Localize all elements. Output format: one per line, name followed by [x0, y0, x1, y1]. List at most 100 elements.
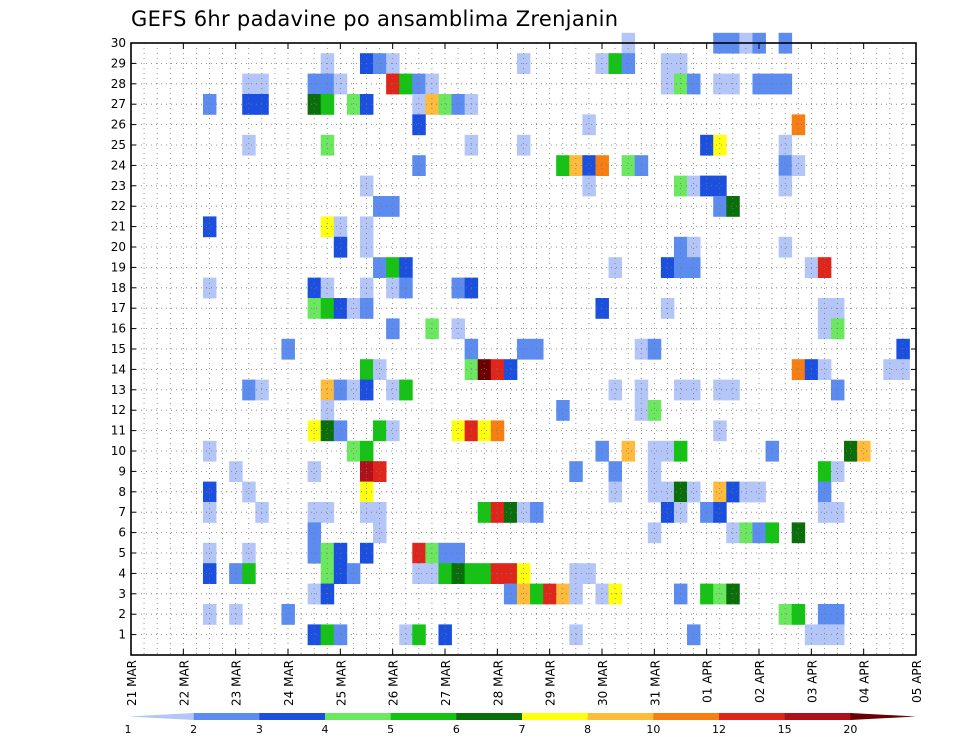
x-tick-label: 23 MAR	[230, 660, 244, 706]
heatmap-cell	[255, 379, 269, 401]
y-tick-label: 30	[111, 36, 126, 50]
y-tick-label: 28	[111, 77, 126, 91]
heatmap-cell	[673, 379, 688, 401]
heatmap-cell	[556, 400, 570, 421]
y-tick-label: 11	[111, 424, 126, 438]
x-tick-label: 31 MAR	[648, 660, 662, 706]
x-tick-label: 02 APR	[753, 660, 767, 703]
heatmap-cell	[844, 440, 858, 462]
heatmap-cell	[373, 359, 387, 380]
y-tick-label: 14	[111, 362, 126, 376]
x-tick-label: 30 MAR	[596, 660, 610, 706]
y-tick-label: 7	[118, 505, 126, 519]
heatmap-cell	[595, 155, 609, 176]
heatmap-cell	[320, 94, 335, 115]
heatmap-cell	[255, 502, 269, 523]
heatmap-cell	[582, 175, 596, 197]
heatmap-cell	[451, 420, 466, 442]
heatmap-cell	[765, 522, 780, 544]
heatmap-cell	[373, 502, 387, 523]
heatmap-cell	[896, 359, 910, 380]
heatmap-cell	[791, 359, 806, 380]
heatmap-cell	[713, 175, 727, 197]
heatmap-cell	[621, 440, 636, 462]
y-tick-label: 26	[111, 118, 126, 132]
heatmap-cell	[752, 481, 766, 503]
heatmap-cell	[647, 400, 662, 421]
y-tick-label: 21	[111, 220, 126, 234]
heatmap-cell	[346, 94, 361, 115]
heatmap-cell	[490, 502, 505, 523]
heatmap-cell	[791, 155, 806, 176]
legend-label: 20	[843, 723, 857, 736]
heatmap-cell	[346, 379, 361, 401]
y-tick-label: 2	[118, 607, 126, 621]
heatmap-cell	[713, 481, 727, 503]
heatmap-cell	[307, 420, 322, 442]
heatmap-cell	[713, 134, 727, 156]
heatmap-cell	[516, 134, 531, 156]
heatmap-cell	[647, 522, 662, 544]
heatmap-cell	[673, 257, 688, 278]
y-tick-label: 8	[118, 485, 126, 499]
y-tick-label: 3	[118, 587, 126, 601]
heatmap-cell	[373, 257, 387, 278]
heatmap-cell	[373, 196, 387, 217]
heatmap-cell	[399, 257, 413, 278]
y-axis: 1234567891011121314151617181920212223242…	[111, 36, 916, 642]
y-tick-label: 23	[111, 179, 126, 193]
x-tick-label: 24 MAR	[282, 660, 296, 706]
legend-label: 7	[519, 723, 526, 736]
heatmap-cell	[386, 379, 400, 401]
heatmap-cell	[320, 400, 335, 421]
y-tick-label: 9	[118, 464, 126, 478]
heatmap-cell	[713, 196, 727, 217]
heatmap-cell	[320, 624, 335, 646]
legend-label: 10	[646, 723, 660, 736]
heatmap-cell	[556, 155, 570, 176]
legend-swatch	[653, 713, 720, 720]
legend-swatch	[325, 713, 391, 720]
heatmap-cell	[320, 420, 335, 442]
heatmap-cell	[817, 624, 832, 646]
heatmap-cell	[373, 461, 387, 482]
heatmap-cell	[883, 359, 897, 380]
heatmap-cell	[608, 257, 623, 278]
y-tick-label: 13	[111, 383, 126, 397]
y-tick-label: 16	[111, 322, 126, 336]
heatmap-cell	[425, 94, 439, 115]
legend-label: 4	[322, 723, 329, 736]
y-tick-label: 4	[118, 566, 126, 580]
x-tick-label: 25 MAR	[334, 660, 348, 706]
x-tick-label: 21 MAR	[125, 660, 139, 706]
heatmap-cell	[490, 359, 505, 380]
heatmap-cell	[830, 502, 845, 523]
heatmap-cell	[713, 420, 727, 442]
x-tick-label: 29 MAR	[544, 660, 558, 706]
heatmap-cell	[687, 379, 701, 401]
heatmap-cell	[386, 196, 400, 217]
heatmap-cell	[333, 216, 348, 238]
heatmap-cell	[307, 502, 322, 523]
heatmap-cell	[451, 94, 466, 115]
heatmap-cell	[673, 481, 688, 503]
legend-label: 15	[778, 723, 792, 736]
heatmap-cell	[202, 604, 217, 625]
heatmap-cell	[817, 604, 832, 625]
heatmap-cell	[765, 440, 780, 462]
legend-swatch	[390, 713, 457, 720]
heatmap-cell	[830, 379, 845, 401]
heatmap-cell	[817, 481, 832, 503]
y-tick-label: 20	[111, 240, 126, 254]
legend-label: 5	[387, 723, 394, 736]
heatmap-cell	[320, 216, 335, 238]
heatmap-cell	[202, 216, 217, 238]
y-tick-label: 24	[111, 158, 126, 172]
legend-swatch	[587, 713, 654, 720]
heatmap-cell	[307, 624, 322, 646]
heatmap-cell	[333, 624, 348, 646]
heatmap-cell	[281, 338, 295, 360]
heatmap-cell	[503, 502, 518, 523]
heatmap-cell	[595, 440, 609, 462]
